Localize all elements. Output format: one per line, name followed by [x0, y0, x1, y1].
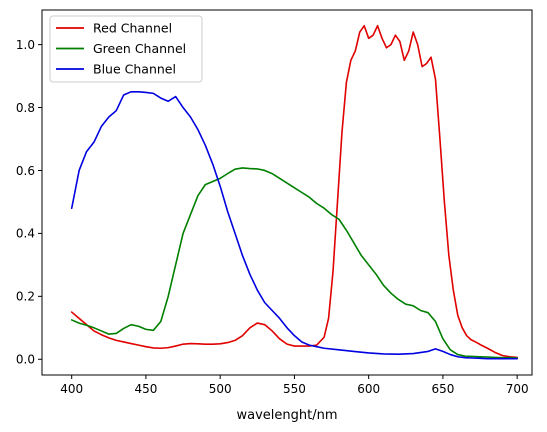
legend: Red Channel Green Channel Blue Channel	[49, 15, 203, 83]
y-tick-label: 0.2	[16, 290, 35, 304]
legend-label-green-channel: Green Channel	[93, 41, 186, 56]
series-line-red-channel	[70, 24, 518, 359]
x-axis-label: wavelenght/nm	[236, 408, 337, 423]
x-tick-label: 600	[357, 382, 380, 396]
y-tick-label: 0.4	[16, 227, 35, 241]
series-line-green-channel	[70, 167, 518, 359]
plot-lines	[70, 24, 518, 360]
y-tick-label: 0.8	[16, 101, 35, 115]
x-axis-ticks: 400 450 500 550 600 650 700	[60, 375, 529, 396]
y-axis-ticks: 0.0 0.2 0.4 0.6 0.8 1.0	[16, 38, 42, 367]
legend-frame	[49, 15, 203, 83]
x-tick-label: 550	[283, 382, 306, 396]
x-tick-label: 450	[134, 382, 157, 396]
x-tick-label: 700	[506, 382, 529, 396]
y-tick-label: 0.6	[16, 164, 35, 178]
y-tick-label: 1.0	[16, 38, 35, 52]
legend-label-blue-channel: Blue Channel	[93, 62, 176, 77]
legend-label-red-channel: Red Channel	[93, 21, 172, 36]
y-tick-label: 0.0	[16, 353, 35, 367]
plot-frame	[41, 9, 533, 376]
x-tick-label: 650	[431, 382, 454, 396]
series-line-blue-channel	[70, 91, 518, 360]
x-tick-label: 400	[60, 382, 83, 396]
x-tick-label: 500	[209, 382, 232, 396]
